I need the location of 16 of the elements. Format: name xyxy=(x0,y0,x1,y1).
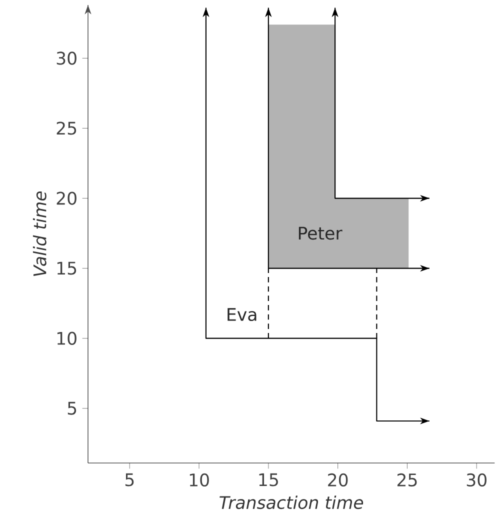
x-tick-label: 5 xyxy=(125,473,134,486)
x-tick-label: 20 xyxy=(328,473,348,487)
x-tick-label: 30 xyxy=(466,473,486,487)
series-label: Peter xyxy=(298,226,342,240)
y-tick-label: 10 xyxy=(57,332,76,345)
y-tick-label: 20 xyxy=(56,192,76,205)
y-tick-label: 25 xyxy=(56,122,76,135)
x-tick-label: 10 xyxy=(190,473,209,487)
y-axis-title: Valid time xyxy=(32,191,46,276)
y-tick-label: 15 xyxy=(57,262,76,275)
x-axis-title: Transaction time xyxy=(220,496,364,510)
series-label: Eva xyxy=(228,308,256,322)
y-tick-label: 30 xyxy=(56,52,76,65)
y-tick-label: 5 xyxy=(68,402,76,415)
x-tick-label: 25 xyxy=(397,473,417,487)
x-tick-label: 15 xyxy=(259,473,278,486)
